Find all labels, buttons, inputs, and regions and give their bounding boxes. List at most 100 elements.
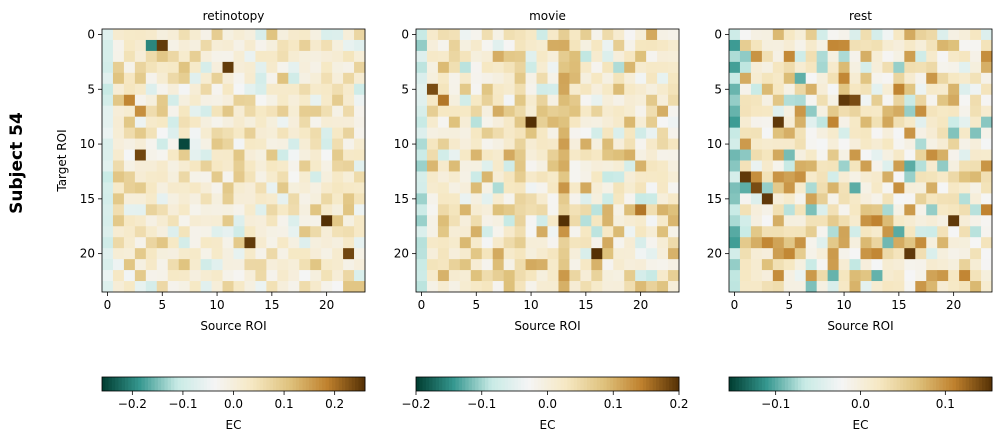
heatmap-cell	[646, 193, 658, 205]
colorbar-segment	[893, 377, 898, 391]
colorbar-tick-label: 0.1	[275, 397, 294, 411]
colorbar-segment	[748, 377, 753, 391]
heatmap-cell	[200, 204, 212, 216]
colorbar-segment	[448, 377, 453, 391]
colorbar-tick-label: −0.1	[761, 397, 790, 411]
heatmap-cell	[635, 237, 647, 249]
heatmap-cell	[514, 215, 526, 227]
y-tick-label: 20	[707, 247, 722, 261]
heatmap-cell	[937, 237, 949, 249]
heatmap-cell	[635, 105, 647, 118]
heatmap-cell	[783, 83, 796, 96]
heatmap-cell	[805, 204, 818, 216]
heatmap-cell	[970, 72, 982, 85]
heatmap-cell	[729, 281, 741, 293]
heatmap-cell	[211, 237, 223, 249]
heatmap-cell	[426, 193, 439, 205]
heatmap-cell	[310, 215, 322, 227]
heatmap-cell	[459, 83, 472, 96]
heatmap-cell	[332, 248, 344, 260]
heatmap-cell	[893, 83, 905, 96]
heatmap-cell	[481, 50, 494, 63]
heatmap-cell	[558, 83, 570, 96]
heatmap-cell	[211, 149, 223, 161]
colorbar-segment	[332, 377, 336, 391]
heatmap-cell	[277, 149, 289, 161]
heatmap-cell	[602, 160, 614, 172]
heatmap-cell	[354, 237, 366, 249]
colorbar-segment	[547, 377, 552, 391]
heatmap-cell	[926, 281, 938, 293]
heatmap-cell	[123, 72, 136, 85]
heatmap-cell	[981, 215, 993, 227]
panel-title: rest	[849, 9, 872, 23]
colorbar-segment	[616, 377, 621, 391]
heatmap-cell	[915, 127, 927, 139]
heatmap-cell	[437, 248, 450, 260]
colorbar-segment	[531, 377, 535, 391]
colorbar-segment	[794, 377, 799, 391]
heatmap-cell	[525, 270, 537, 282]
heatmap-cell	[602, 116, 614, 129]
heatmap-cell	[772, 182, 785, 194]
heatmap-cell	[871, 72, 883, 85]
heatmap-cell	[321, 138, 333, 150]
heatmap-cell	[178, 226, 191, 238]
heatmap-cell	[536, 29, 548, 41]
heatmap-cell	[827, 248, 839, 260]
heatmap-cell	[222, 50, 234, 63]
heatmap-cell	[646, 215, 658, 227]
heatmap-cell	[783, 149, 796, 161]
heatmap-cell	[178, 39, 191, 52]
heatmap-cell	[816, 248, 829, 260]
colorbar-segment	[240, 377, 244, 391]
colorbar-segment	[144, 377, 149, 391]
heatmap-cell	[255, 50, 267, 63]
heatmap-cell	[668, 270, 680, 282]
colorbar-segment	[729, 377, 733, 391]
heatmap-cell	[816, 149, 829, 161]
heatmap-cell	[266, 182, 278, 194]
heatmap-cell	[343, 39, 355, 52]
heatmap-cell	[970, 149, 982, 161]
heatmap-cell	[299, 160, 311, 172]
heatmap-cell	[277, 204, 289, 216]
heatmap-cell	[102, 116, 114, 129]
heatmap-cell	[321, 237, 333, 249]
heatmap-cell	[569, 204, 581, 216]
heatmap-cell	[233, 94, 245, 107]
heatmap-cell	[277, 61, 289, 74]
heatmap-cell	[970, 281, 982, 293]
heatmap-cell	[426, 105, 439, 118]
colorbar-segment	[619, 377, 624, 391]
heatmap-cell	[332, 72, 344, 85]
heatmap-cell	[481, 204, 494, 216]
heatmap-cell	[729, 204, 741, 216]
heatmap-cell	[739, 171, 752, 183]
colorbar-segment	[236, 377, 241, 391]
heatmap-cell	[580, 50, 592, 63]
heatmap-cell	[860, 127, 872, 139]
heatmap-cell	[211, 270, 223, 282]
heatmap-cell	[299, 270, 311, 282]
heatmap-cell	[536, 149, 548, 161]
heatmap-cell	[277, 193, 289, 205]
heatmap-cell	[102, 127, 114, 139]
colorbar-segment	[876, 377, 881, 391]
heatmap-cell	[470, 193, 483, 205]
heatmap-cell	[591, 50, 603, 63]
heatmap-cell	[827, 204, 839, 216]
colorbar-segment	[850, 377, 855, 391]
heatmap-cell	[233, 127, 245, 139]
heatmap-cell	[761, 171, 774, 183]
heatmap-cell	[580, 94, 592, 107]
heatmap-cell	[750, 29, 763, 41]
heatmap-cell	[321, 116, 333, 129]
heatmap-cell	[750, 248, 763, 260]
colorbar-segment	[351, 377, 356, 391]
heatmap-cell	[547, 204, 559, 216]
heatmap-cell	[503, 61, 516, 74]
heatmap-cell	[558, 248, 570, 260]
heatmap-cell	[805, 259, 818, 271]
heatmap-cell	[459, 193, 472, 205]
